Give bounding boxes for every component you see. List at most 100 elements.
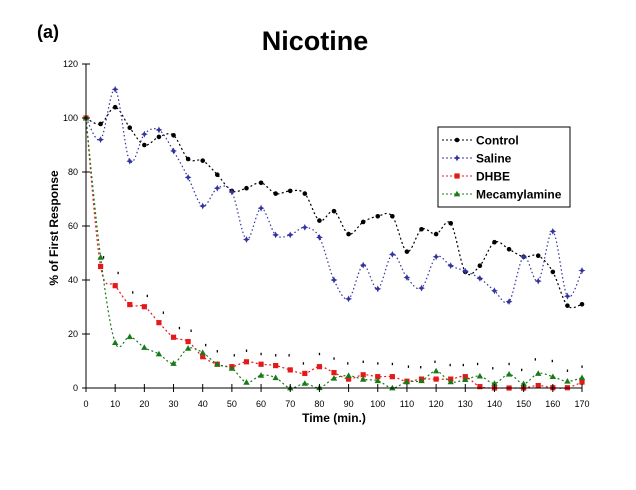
mecamylamine-data-point	[535, 370, 542, 376]
x-tick-label: 10	[110, 399, 120, 409]
dhbe-data-point	[360, 372, 366, 378]
error-bar-cap	[420, 366, 422, 369]
saline-data-point	[111, 85, 119, 93]
saline-data-point	[505, 298, 513, 305]
error-bar-cap	[362, 360, 364, 364]
y-tick-label: 60	[68, 221, 78, 231]
error-bar-cap	[347, 362, 349, 365]
error-marks	[102, 256, 583, 372]
x-tick-label: 120	[429, 399, 444, 409]
y-tick-label: 80	[68, 167, 78, 177]
legend-label-saline: Saline	[476, 152, 512, 166]
mecamylamine-data-point	[170, 360, 177, 366]
x-tick-label: 40	[198, 399, 208, 409]
error-bar-cap	[288, 354, 290, 357]
control-data-point	[331, 208, 337, 214]
dhbe-data-point	[477, 384, 483, 390]
legend-marker-mecamylamine	[453, 190, 461, 197]
error-bar-cap	[245, 349, 248, 352]
mecamylamine-data-point	[476, 372, 484, 379]
saline-series-line	[85, 88, 583, 304]
y-tick-label: 100	[63, 113, 78, 123]
control-data-point	[98, 121, 103, 127]
mecamylamine-data-point	[462, 376, 469, 383]
dhbe-data-point	[389, 374, 395, 380]
legend-marker-dhbe	[454, 173, 460, 179]
error-bar-cap	[566, 369, 569, 372]
saline-data-point	[520, 253, 528, 261]
mecamylamine-data-point	[345, 372, 352, 378]
error-bar-cap	[508, 362, 510, 366]
control-data-point	[360, 219, 366, 225]
saline-data-point	[330, 276, 338, 284]
mecamylamine-data-point	[491, 380, 498, 386]
dhbe-data-point	[433, 376, 439, 382]
saline-data-point	[272, 231, 280, 239]
control-data-point	[244, 185, 249, 191]
error-bar-cap	[216, 350, 218, 353]
x-tick-label: 70	[285, 399, 295, 409]
dhbe-data-point	[141, 304, 147, 310]
legend-marker-control	[454, 137, 460, 143]
mecamylamine-data-point	[403, 378, 411, 385]
control-data-point	[433, 231, 439, 237]
control-data-point	[214, 172, 220, 177]
saline-data-point	[418, 284, 425, 292]
legend: Control Saline DHBE Mecamylamine	[437, 126, 571, 208]
error-bar-cap	[318, 352, 321, 356]
error-bar-cap	[377, 362, 379, 365]
saline-data-point	[228, 188, 236, 196]
x-tick-label: 150	[516, 399, 531, 409]
panel-label: (a)	[37, 22, 59, 42]
x-tick-label: 30	[169, 399, 179, 409]
mecamylamine-data-point	[141, 344, 148, 350]
dhbe-data-point	[258, 361, 264, 367]
control-data-point	[185, 156, 191, 162]
error-bar-cap	[205, 343, 207, 347]
y-axis-title: % of First Response	[47, 170, 61, 286]
saline-data-point	[534, 277, 542, 285]
control-data-point	[142, 142, 147, 148]
control-data-point	[535, 253, 541, 258]
control-data-point	[550, 269, 556, 275]
saline-data-point	[286, 231, 294, 239]
mecamylamine-data-point	[418, 377, 425, 384]
error-bar-cap	[275, 354, 277, 357]
error-bar-cap	[391, 362, 394, 366]
error-bar-cap	[434, 360, 436, 364]
dhbe-data-point	[345, 376, 352, 382]
saline-data-point	[447, 262, 455, 270]
x-tick-label: 110	[400, 399, 414, 409]
mecamylamine-data-point	[549, 373, 557, 380]
error-bar-cap	[190, 329, 192, 332]
mecamylamine-data-point	[243, 379, 250, 385]
dhbe-data-point	[200, 354, 206, 360]
dhbe-data-point	[302, 370, 308, 377]
mecamylamine-data-point	[111, 339, 119, 346]
saline-data-point	[461, 267, 469, 275]
mecamylamine-data-point	[578, 374, 586, 381]
x-tick-label: 170	[574, 399, 589, 409]
saline-data-point	[213, 184, 221, 192]
dhbe-data-point	[316, 364, 323, 370]
saline-data-point	[199, 202, 207, 210]
chart-title: Nicotine	[261, 26, 369, 56]
x-tick-label: 90	[344, 399, 354, 409]
saline-data-point	[301, 223, 309, 231]
error-bar-cap	[102, 256, 105, 259]
saline-data-point	[359, 261, 367, 269]
error-bar-cap	[302, 362, 305, 365]
y-tick-label: 0	[73, 383, 78, 393]
error-bar-cap	[233, 354, 235, 357]
saline-data-point	[243, 236, 250, 243]
saline-data-point	[564, 292, 571, 300]
dhbe-data-point	[243, 359, 250, 365]
control-data-point	[419, 226, 424, 232]
y-tick-label: 20	[68, 329, 78, 339]
x-tick-label: 50	[227, 399, 237, 409]
axes: 0 20 40 60 80 100 120 0 10 20 30 40 50 60 70 80 90 100 110…	[63, 59, 590, 409]
mecamylamine-data-point	[564, 378, 571, 384]
control-data-point	[579, 302, 585, 307]
legend-label-dhbe: DHBE	[476, 170, 510, 184]
saline-data-point	[388, 250, 396, 258]
